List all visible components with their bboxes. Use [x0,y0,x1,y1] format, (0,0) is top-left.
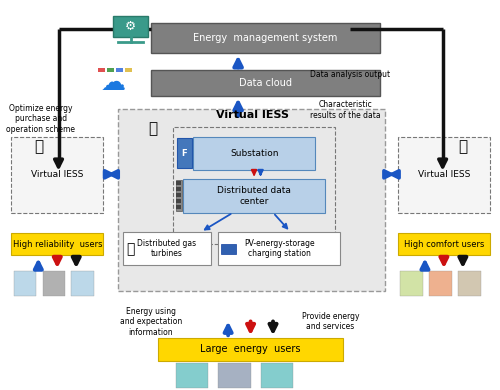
Text: Energy using
and expectation
information: Energy using and expectation information [120,307,182,337]
Text: Provide energy
and services: Provide energy and services [302,312,359,332]
FancyBboxPatch shape [11,233,104,255]
FancyBboxPatch shape [14,271,36,296]
Text: Data analysis output: Data analysis output [310,70,390,80]
FancyBboxPatch shape [42,271,65,296]
FancyBboxPatch shape [458,271,480,296]
FancyBboxPatch shape [183,179,326,213]
FancyBboxPatch shape [176,205,181,209]
FancyBboxPatch shape [116,68,123,72]
Text: Substation: Substation [230,149,278,158]
FancyBboxPatch shape [218,363,250,388]
FancyBboxPatch shape [11,136,104,213]
Text: High comfort users: High comfort users [404,239,484,249]
Text: Virtual IESS: Virtual IESS [418,170,470,179]
Text: High reliability  users: High reliability users [12,239,102,249]
Text: Characteristic
results of the data: Characteristic results of the data [310,100,381,120]
Text: Virtual IESS: Virtual IESS [216,110,288,120]
FancyBboxPatch shape [126,68,132,72]
FancyBboxPatch shape [429,271,452,296]
Text: 👷: 👷 [458,139,467,154]
FancyBboxPatch shape [108,68,114,72]
FancyBboxPatch shape [118,109,386,291]
FancyBboxPatch shape [260,363,293,388]
FancyBboxPatch shape [158,338,343,361]
FancyBboxPatch shape [193,136,316,170]
Text: 👷: 👷 [148,121,158,136]
FancyBboxPatch shape [176,181,181,185]
FancyBboxPatch shape [176,363,208,388]
Text: PV-energy-storage
charging station: PV-energy-storage charging station [244,239,314,258]
FancyBboxPatch shape [400,271,422,296]
Text: 👷: 👷 [34,139,43,154]
FancyBboxPatch shape [176,199,181,203]
Text: Optimize energy
purchase and
operation scheme: Optimize energy purchase and operation s… [6,104,75,134]
FancyBboxPatch shape [176,187,181,191]
Text: Data cloud: Data cloud [239,78,292,88]
Text: 🔥: 🔥 [126,243,135,257]
Text: Distributed gas
turbines: Distributed gas turbines [138,239,196,258]
Text: Energy  management system: Energy management system [194,33,338,43]
FancyBboxPatch shape [114,16,148,37]
FancyBboxPatch shape [220,244,236,254]
Text: ⚙: ⚙ [125,20,136,33]
FancyBboxPatch shape [176,193,181,197]
FancyBboxPatch shape [398,233,490,255]
FancyBboxPatch shape [151,70,380,96]
Text: Virtual IESS: Virtual IESS [31,170,84,179]
FancyBboxPatch shape [176,138,192,168]
FancyBboxPatch shape [398,136,490,213]
FancyBboxPatch shape [176,180,182,211]
FancyBboxPatch shape [98,68,105,72]
FancyBboxPatch shape [124,232,210,265]
FancyBboxPatch shape [151,23,380,53]
Text: Distributed data
center: Distributed data center [218,186,292,206]
FancyBboxPatch shape [72,271,94,296]
FancyBboxPatch shape [218,232,340,265]
Text: Large  energy  users: Large energy users [200,344,301,355]
Text: F: F [182,149,187,158]
Text: ☁: ☁ [101,71,126,96]
